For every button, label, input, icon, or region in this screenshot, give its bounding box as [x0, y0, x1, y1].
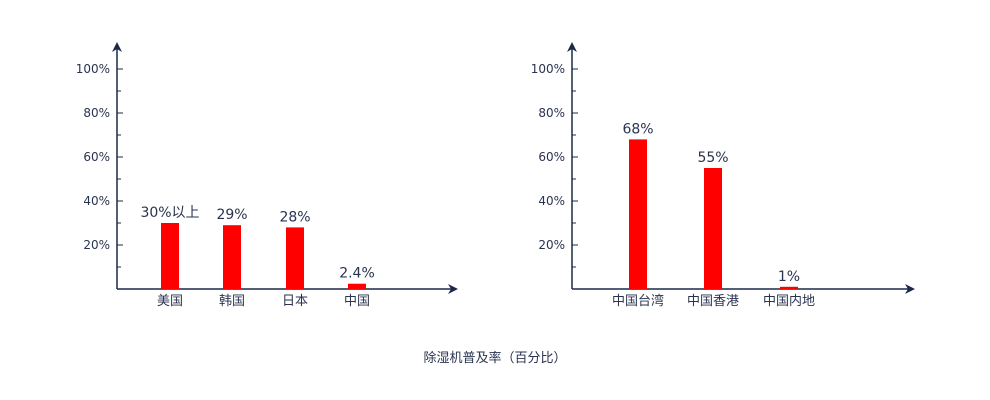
x-axis-arrow-icon: [905, 284, 915, 294]
bar: [780, 286, 798, 289]
y-tick-label: 20%: [538, 238, 565, 252]
x-tick-label: 中国香港: [687, 294, 739, 309]
data-label: 29%: [216, 207, 247, 223]
data-label: 68%: [622, 121, 653, 137]
x-tick-label: 中国内地: [763, 293, 815, 309]
y-tick-label: 40%: [538, 194, 565, 208]
right-chart: 20% 40% 60% 80% 100% 68% 中国台湾 55% 中国香港 1% 中国内地: [531, 42, 915, 309]
chart-caption: 除湿机普及率（百分比）: [423, 350, 566, 366]
data-label: 30%以上: [140, 205, 199, 221]
x-tick-label: 中国台湾: [612, 293, 664, 309]
y-tick-label: 100%: [76, 62, 110, 76]
y-tick-label: 80%: [538, 106, 565, 120]
data-label: 2.4%: [339, 266, 375, 282]
data-label: 55%: [697, 150, 728, 166]
y-tick-label: 60%: [83, 150, 110, 164]
y-tick-label: 60%: [538, 150, 565, 164]
y-tick-label: 80%: [83, 106, 110, 120]
bar: [223, 225, 241, 289]
bar: [348, 283, 366, 289]
bar: [704, 168, 722, 289]
bar: [286, 227, 304, 289]
y-tick-label: 20%: [83, 238, 110, 252]
x-tick-label: 日本: [282, 294, 308, 309]
bar: [629, 139, 647, 289]
y-tick-label: 100%: [531, 62, 565, 76]
x-tick-label: 中国: [344, 294, 370, 309]
bar: [161, 223, 179, 289]
y-tick-label: 40%: [83, 194, 110, 208]
x-axis-arrow-icon: [448, 284, 458, 294]
y-axis-arrow-icon: [567, 42, 577, 52]
data-label: 1%: [778, 269, 800, 285]
x-tick-label: 美国: [157, 294, 183, 309]
y-axis-arrow-icon: [112, 42, 122, 52]
x-tick-label: 韩国: [219, 294, 245, 309]
data-label: 28%: [279, 209, 310, 225]
